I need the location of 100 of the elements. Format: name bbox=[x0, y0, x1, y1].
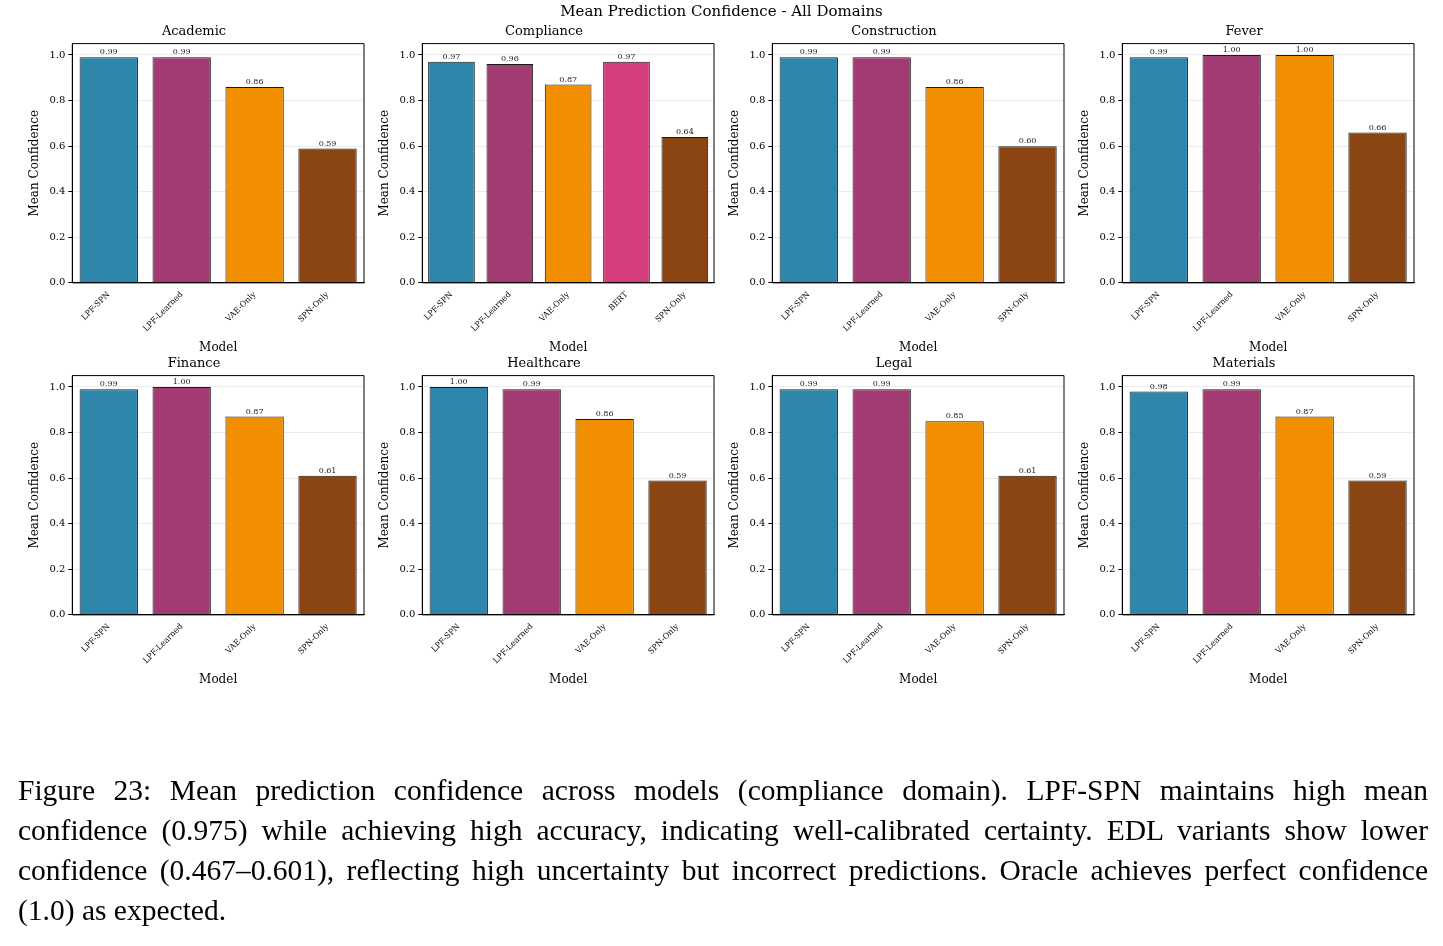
y-axis-title: Mean Confidence bbox=[727, 109, 742, 217]
chart-title: Compliance bbox=[505, 23, 584, 39]
y-tick-label: 1.0 bbox=[49, 380, 66, 392]
data-label: 0.86 bbox=[945, 76, 964, 86]
x-axis-title: Model bbox=[549, 671, 588, 686]
y-tick-label: 0.0 bbox=[749, 276, 766, 288]
text: Mean Prediction Confidence - All Domains bbox=[559, 2, 884, 20]
caption: Figure 23: Mean prediction confidence across models (compliance domain). LPF-SPN maintains high mean confidence (0.975) while achieving high accuracy, indicating well-calibrated certainty. EDL variants show lower confidence (0.467–0.601), reflecting high uncertainty but incorrect predictions. Oracle achieves perfect confidence (1.0) as expected. bbox=[18, 773, 1428, 928]
y-tick-label: 0.2 bbox=[1099, 230, 1116, 242]
data-label: 0.59 bbox=[318, 138, 337, 148]
data-label: 0.85 bbox=[945, 411, 964, 421]
y-tick-label: 0.2 bbox=[399, 230, 416, 242]
y-tick-label: 0.6 bbox=[749, 139, 766, 151]
y-tick-label: 0.6 bbox=[1099, 471, 1116, 483]
data-label: 1.00 bbox=[1222, 45, 1241, 55]
x-axis-title: Model bbox=[549, 339, 588, 354]
y-tick-label: 0.8 bbox=[399, 426, 416, 438]
y-axis-title: Mean Confidence bbox=[1077, 441, 1092, 549]
y-tick-label: 0.2 bbox=[1099, 562, 1116, 574]
data-label: 1.00 bbox=[1295, 45, 1314, 55]
chart-title: Legal bbox=[875, 355, 913, 371]
y-tick-label: 0.4 bbox=[49, 517, 66, 529]
x-axis-title: Model bbox=[199, 671, 238, 686]
data-label: 0.64 bbox=[675, 127, 694, 137]
y-tick-label: 0.2 bbox=[749, 230, 766, 242]
y-tick-label: 0.6 bbox=[749, 471, 766, 483]
y-tick-label: 0.8 bbox=[749, 426, 766, 438]
data-label: 0.87 bbox=[245, 406, 264, 416]
data-label: 0.87 bbox=[1295, 406, 1314, 416]
y-tick-label: 0.0 bbox=[749, 608, 766, 620]
y-tick-label: 0.6 bbox=[49, 139, 66, 151]
y-tick-label: 1.0 bbox=[399, 380, 416, 392]
y-tick-label: 0.2 bbox=[399, 562, 416, 574]
data-label: 0.61 bbox=[318, 465, 337, 475]
y-tick-label: 0.8 bbox=[49, 94, 66, 106]
y-tick-label: 0.0 bbox=[1099, 608, 1116, 620]
y-tick-label: 0.4 bbox=[399, 517, 416, 529]
y-tick-label: 0.4 bbox=[399, 185, 416, 197]
data-label: 0.99 bbox=[872, 379, 891, 389]
data-label: 0.61 bbox=[1018, 465, 1037, 475]
x-axis-title: Model bbox=[1249, 339, 1288, 354]
y-axis-title: Mean Confidence bbox=[377, 109, 392, 217]
y-tick-label: 0.0 bbox=[1099, 276, 1116, 288]
y-tick-label: 1.0 bbox=[49, 48, 66, 60]
data-label: 0.86 bbox=[595, 408, 614, 418]
y-axis-title: Mean Confidence bbox=[27, 109, 42, 217]
y-tick-label: 0.6 bbox=[399, 139, 416, 151]
chart-title: Healthcare bbox=[507, 355, 582, 371]
y-tick-label: 0.8 bbox=[1099, 426, 1116, 438]
y-tick-label: 0.6 bbox=[399, 471, 416, 483]
y-tick-label: 0.0 bbox=[399, 276, 416, 288]
y-axis-title: Mean Confidence bbox=[27, 441, 42, 549]
data-label: 0.97 bbox=[617, 51, 636, 61]
y-tick-label: 1.0 bbox=[749, 48, 766, 60]
y-axis-title: Mean Confidence bbox=[377, 441, 392, 549]
data-label: 0.99 bbox=[799, 379, 818, 389]
data-label: 0.99 bbox=[872, 47, 891, 57]
data-label: 0.99 bbox=[99, 379, 118, 389]
data-label: 0.97 bbox=[442, 51, 461, 61]
chart-title: Academic bbox=[160, 23, 227, 39]
data-label: 0.99 bbox=[1222, 379, 1241, 389]
chart-title: Fever bbox=[1225, 23, 1264, 39]
data-label: 0.98 bbox=[1149, 381, 1168, 391]
y-tick-label: 0.2 bbox=[749, 562, 766, 574]
data-label: 0.66 bbox=[1368, 122, 1387, 132]
y-tick-label: 0.4 bbox=[1099, 517, 1116, 529]
y-tick-label: 0.8 bbox=[1099, 94, 1116, 106]
y-tick-label: 0.8 bbox=[749, 94, 766, 106]
y-tick-label: 0.4 bbox=[49, 185, 66, 197]
y-tick-label: 1.0 bbox=[1099, 380, 1116, 392]
y-tick-label: 1.0 bbox=[749, 380, 766, 392]
y-tick-label: 0.0 bbox=[49, 608, 66, 620]
data-label: 0.59 bbox=[668, 470, 687, 480]
data-label: 0.96 bbox=[500, 54, 519, 64]
y-tick-label: 0.4 bbox=[1099, 185, 1116, 197]
y-tick-label: 1.0 bbox=[399, 48, 416, 60]
data-label: 0.86 bbox=[245, 76, 264, 86]
y-tick-label: 0.0 bbox=[399, 608, 416, 620]
x-axis-title: Model bbox=[899, 339, 938, 354]
data-label: 0.99 bbox=[799, 47, 818, 57]
y-tick-label: 0.2 bbox=[49, 230, 66, 242]
data-label: 0.87 bbox=[559, 74, 578, 84]
chart-title: Construction bbox=[851, 23, 938, 39]
chart-title: Materials bbox=[1212, 355, 1276, 371]
data-label: 1.00 bbox=[449, 377, 468, 387]
chart-title: Finance bbox=[167, 355, 221, 371]
y-tick-label: 0.2 bbox=[49, 562, 66, 574]
data-label: 0.60 bbox=[1018, 136, 1037, 146]
data-label: 0.59 bbox=[1368, 470, 1387, 480]
y-tick-label: 0.6 bbox=[1099, 139, 1116, 151]
x-axis-title: Model bbox=[899, 671, 938, 686]
y-tick-label: 0.8 bbox=[49, 426, 66, 438]
y-tick-label: 0.6 bbox=[49, 471, 66, 483]
data-label: 1.00 bbox=[172, 377, 191, 387]
x-axis-title: Model bbox=[1249, 671, 1288, 686]
y-tick-label: 0.0 bbox=[49, 276, 66, 288]
y-tick-label: 1.0 bbox=[1099, 48, 1116, 60]
y-axis-title: Mean Confidence bbox=[1077, 109, 1092, 217]
y-axis-title: Mean Confidence bbox=[727, 441, 742, 549]
y-tick-label: 0.4 bbox=[749, 517, 766, 529]
